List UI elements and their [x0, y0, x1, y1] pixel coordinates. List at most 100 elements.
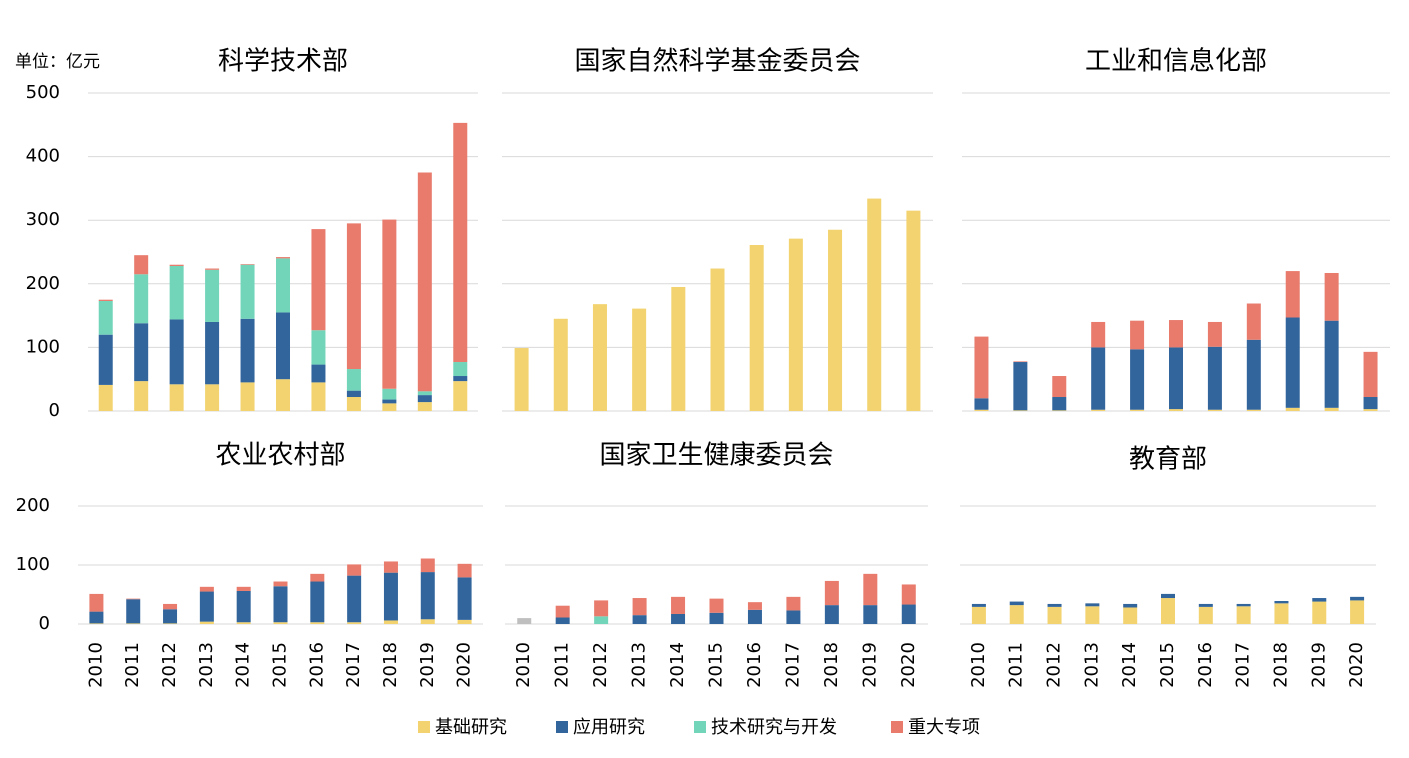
bar-segment: [1324, 272, 1339, 321]
x-tick-label: 2017: [782, 642, 803, 688]
x-tick-label: 2015: [1157, 642, 1178, 688]
bar-segment: [1047, 603, 1062, 607]
bar-segment: [824, 605, 839, 624]
bar-segment: [1312, 598, 1327, 602]
bar-segment: [632, 598, 647, 616]
bar-segment: [453, 362, 468, 377]
bar-segment: [906, 210, 921, 411]
bar-segment: [126, 599, 141, 624]
bar-segment: [1207, 321, 1222, 347]
bar-segment: [974, 336, 989, 399]
bar-segment: [240, 318, 255, 383]
bar-segment: [1130, 349, 1145, 410]
bar-segment: [134, 274, 149, 324]
chart-title: 农业农村部: [215, 441, 345, 471]
bar-segment: [205, 321, 220, 385]
bar-segment: [383, 561, 398, 573]
bar-segment: [383, 620, 398, 624]
bar-segment: [1161, 593, 1175, 599]
bar-segment: [347, 622, 362, 624]
bar-segment: [1047, 606, 1062, 624]
x-tick-label: 2014: [233, 642, 254, 688]
bar-segment: [420, 558, 435, 573]
bar-segment: [163, 623, 178, 624]
bar-segment: [1274, 600, 1289, 604]
bar-segment: [1130, 409, 1145, 411]
legend-label: 重大专项: [908, 717, 980, 738]
bar-segment: [786, 596, 801, 611]
bar-segment: [974, 398, 989, 410]
bar-segment: [671, 596, 686, 614]
bar-segment: [310, 581, 325, 623]
bar-segment: [205, 384, 220, 411]
legend-swatch: [556, 721, 568, 733]
bar-segment: [240, 264, 255, 265]
bar-segment: [1246, 409, 1261, 411]
bar-segment: [1169, 409, 1183, 411]
bar-segment: [1091, 321, 1106, 348]
bar-segment: [863, 573, 878, 606]
bar-segment: [453, 376, 468, 382]
bar-segment: [709, 598, 724, 613]
bar-segment: [971, 606, 986, 624]
bar-segment: [863, 605, 878, 624]
bar-segment: [867, 198, 882, 411]
bar-segment: [1052, 376, 1067, 398]
bar-segment: [98, 384, 113, 411]
bar-segment: [311, 229, 326, 331]
y-tick-label: 0: [49, 400, 60, 421]
bar-segment: [199, 586, 214, 592]
bar-segment: [420, 619, 435, 624]
x-tick-label: 2018: [380, 642, 401, 688]
bar-segment: [276, 379, 290, 411]
bar-segment: [134, 381, 149, 411]
bar-segment: [276, 312, 290, 380]
y-tick-label: 500: [26, 82, 60, 103]
bar-segment: [1207, 346, 1222, 410]
bar-segment: [1013, 410, 1028, 411]
chart-title: 教育部: [1129, 445, 1207, 475]
y-tick-label: 0: [39, 613, 50, 634]
x-tick-label: 2019: [417, 642, 438, 688]
chart-title: 工业和信息化部: [1085, 47, 1267, 77]
legend-label: 技术研究与开发: [711, 717, 837, 738]
bar-segment: [273, 586, 288, 623]
bar-segment: [236, 586, 251, 591]
legend-swatch: [418, 721, 430, 733]
bar-segment: [1285, 271, 1300, 318]
legend-swatch: [891, 721, 903, 733]
bar-segment: [514, 348, 529, 411]
bar-segment: [126, 598, 141, 600]
x-tick-label: 2012: [1044, 642, 1065, 688]
bar-segment: [89, 623, 104, 624]
bar-segment: [671, 286, 686, 411]
bar-segment: [788, 238, 803, 411]
bar-segment: [199, 591, 214, 622]
bar-segment: [971, 603, 986, 607]
bar-segment: [311, 382, 326, 411]
bar-segment: [98, 334, 113, 385]
x-tick-label: 2018: [1270, 642, 1291, 688]
x-tick-label: 2020: [1346, 642, 1367, 688]
bar-segment: [240, 264, 255, 319]
bar-segment: [382, 399, 397, 404]
x-tick-label: 2014: [1119, 642, 1140, 688]
bar-segment: [1246, 303, 1261, 340]
bar-segment: [1169, 347, 1183, 410]
bar-segment: [205, 269, 220, 322]
bar-segment: [671, 613, 686, 624]
x-tick-label: 2018: [821, 642, 842, 688]
bar-segment: [1009, 601, 1024, 606]
bar-segment: [346, 390, 361, 398]
bar-segment: [169, 384, 184, 411]
x-tick-label: 2020: [454, 642, 475, 688]
bar-segment: [346, 397, 361, 411]
bar-segment: [632, 308, 647, 411]
bar-segment: [1363, 409, 1378, 411]
x-tick-label: 2017: [1233, 642, 1254, 688]
bar-segment: [1350, 600, 1365, 624]
x-tick-label: 2015: [706, 642, 727, 688]
x-tick-label: 2020: [898, 642, 919, 688]
bar-segment: [747, 602, 762, 610]
bar-segment: [749, 245, 764, 411]
